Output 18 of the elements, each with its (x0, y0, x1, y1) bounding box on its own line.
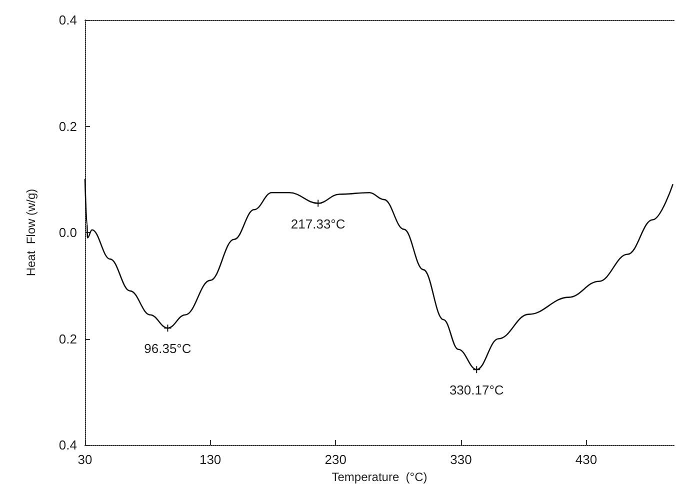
y-tick-label: 0.0 (58, 225, 77, 240)
x-tick-label: 330 (450, 452, 472, 467)
y-tick-label: 0.4 (58, 12, 77, 28)
y-tick-label: 0.2 (58, 331, 77, 346)
y-tick-label: 0.4 (58, 438, 77, 452)
x-tick-label: 130 (199, 452, 222, 467)
annotation: 96.35°C (144, 341, 192, 356)
point (472, 366, 481, 374)
x-tick-label: 30 (78, 452, 92, 467)
annotation: 330.17°C (449, 382, 504, 398)
point (164, 324, 172, 332)
y-tick-label: 0.2 (58, 118, 77, 134)
y-axis-title: Heat Flow (w/g) (24, 188, 38, 276)
annotation: 217.33°C (290, 216, 346, 232)
x-axis-title: Temperature (°C) (332, 470, 428, 484)
x-tick-label: 230 (324, 452, 346, 467)
x-tick-label: 430 (575, 452, 598, 467)
point (314, 199, 322, 208)
